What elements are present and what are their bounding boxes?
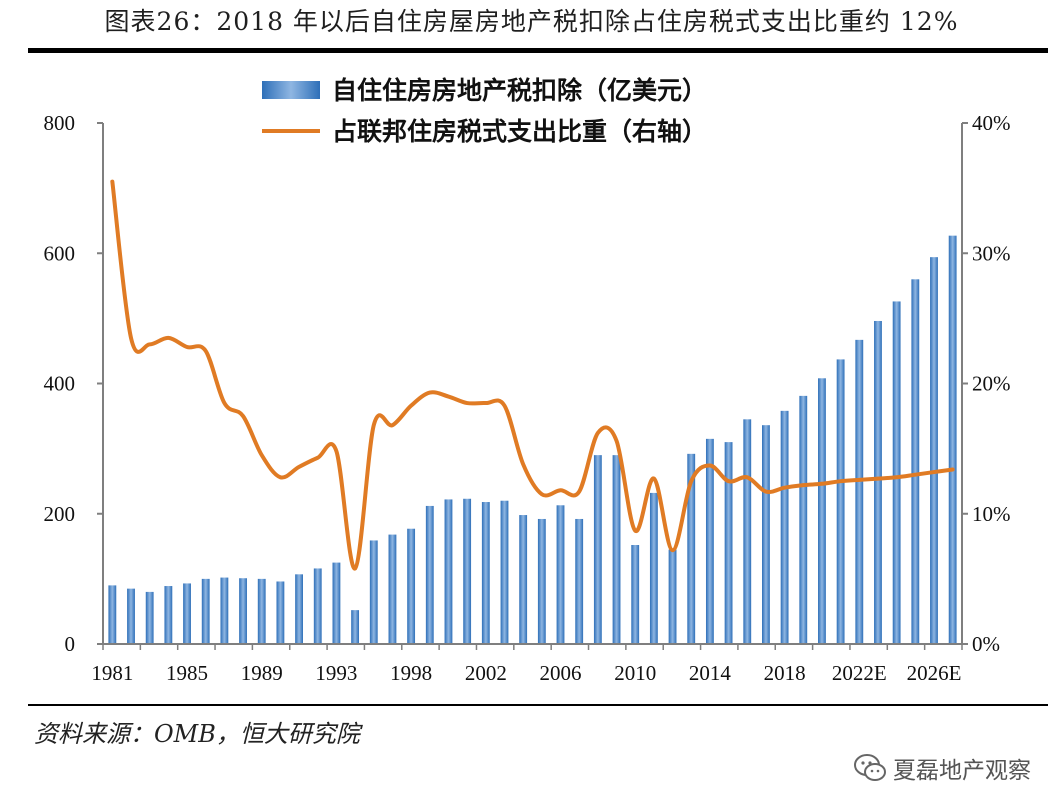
bar (948, 235, 957, 644)
bar (519, 515, 528, 644)
bar (724, 442, 733, 644)
axes: 0 200 400 600 800 0% 10% 20% 30% 40% 1981 1985 1989 1… (44, 111, 1011, 685)
bar (874, 320, 882, 644)
bar (201, 578, 210, 644)
bar (911, 279, 920, 644)
bar (575, 518, 584, 644)
ratio-line (110, 179, 955, 571)
watermark-text: 夏磊地产观察 (893, 758, 1031, 784)
left-axis-tick-label: 0 (65, 632, 76, 656)
bar (481, 502, 490, 644)
bar (780, 410, 789, 644)
bar (257, 578, 266, 644)
bar (892, 301, 901, 644)
x-axis-tick-label: 1981 (91, 661, 133, 685)
bar (836, 359, 845, 644)
right-axis-tick-label: 10% (972, 502, 1011, 526)
legend-line-label: 占联邦住房税式支出比重（右轴） (332, 117, 707, 146)
bar (145, 591, 154, 644)
bar (687, 453, 696, 644)
x-axis-tick-label: 2014 (689, 661, 732, 685)
bar-series (108, 235, 957, 644)
x-axis-tick-label: 1985 (166, 661, 208, 685)
bar (705, 438, 714, 644)
bar (649, 492, 658, 644)
bar (183, 583, 191, 644)
bar (743, 419, 752, 644)
line-series (110, 179, 955, 571)
bar (500, 500, 509, 644)
bar (556, 505, 565, 644)
x-axis-tick-label: 1989 (241, 661, 283, 685)
legend: 自住住房房地产税扣除（亿美元） 占联邦住房税式支出比重（右轴） (262, 76, 707, 146)
watermark: 夏磊地产观察 (853, 750, 1031, 786)
legend-bar-label: 自住住房房地产税扣除（亿美元） (332, 76, 707, 105)
right-axis-tick-label: 20% (972, 372, 1011, 396)
bar (351, 610, 360, 644)
x-axis-tick-label: 2026E (907, 661, 962, 685)
bar (612, 455, 621, 644)
title-underline (28, 48, 1048, 53)
bar (313, 568, 322, 644)
x-axis-tick-label: 1993 (315, 661, 357, 685)
bar (818, 378, 826, 644)
bar (668, 549, 677, 644)
bar (239, 578, 247, 644)
left-axis-tick-label: 800 (44, 111, 76, 135)
bar (463, 498, 472, 644)
left-axis-tick-label: 200 (44, 502, 76, 526)
x-axis-tick-label: 1998 (390, 661, 432, 685)
source-note: 资料来源：OMB，恒大研究院 (34, 720, 360, 748)
bar (444, 499, 453, 644)
bar (762, 425, 770, 644)
bar (276, 581, 285, 644)
bar (855, 339, 864, 644)
legend-bar-swatch (262, 81, 320, 99)
bar (388, 534, 397, 644)
bar (108, 585, 117, 644)
bar (425, 505, 434, 644)
bar (164, 586, 173, 644)
right-axis-tick-label: 0% (972, 632, 1000, 656)
bar (295, 574, 303, 644)
bar (127, 588, 135, 644)
bar (332, 562, 341, 644)
x-axis-tick-label: 2018 (764, 661, 806, 685)
chart-title: 图表26：2018 年以后自住房屋房地产税扣除占住房税式支出比重约 12% (104, 7, 959, 36)
wechat-icon (854, 754, 886, 781)
right-axis-tick-label: 40% (972, 111, 1011, 135)
x-axis-tick-label: 2006 (540, 661, 582, 685)
bar (369, 540, 378, 644)
left-axis-tick-label: 400 (44, 372, 76, 396)
bar (220, 577, 229, 644)
x-axis-tick-label: 2002 (465, 661, 507, 685)
chart-area: 自住住房房地产税扣除（亿美元） 占联邦住房税式支出比重（右轴） 0 200 400 60… (44, 76, 1011, 685)
footer-divider (28, 704, 1048, 706)
bar (799, 395, 808, 644)
bar (407, 528, 416, 644)
bar (593, 455, 602, 644)
bar (930, 257, 938, 644)
bar (537, 518, 546, 644)
left-axis-tick-label: 600 (44, 241, 76, 265)
bar (631, 545, 640, 644)
x-axis-tick-label: 2022E (832, 661, 887, 685)
right-axis-tick-label: 30% (972, 241, 1011, 265)
x-axis-tick-label: 2010 (614, 661, 656, 685)
